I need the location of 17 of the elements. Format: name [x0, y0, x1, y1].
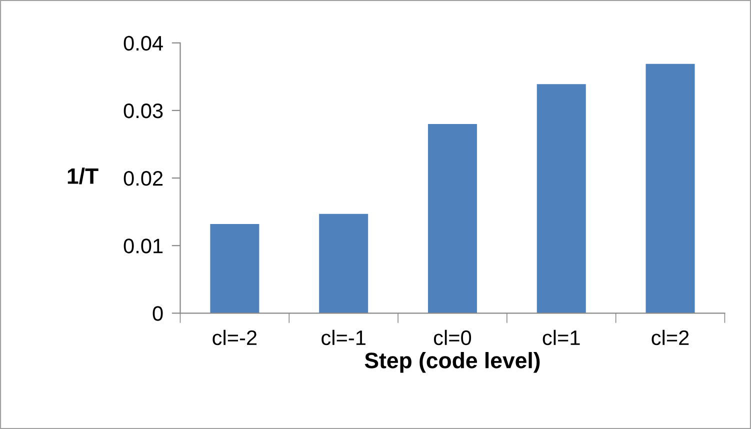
bar	[428, 124, 477, 314]
x-tick-label: cl=2	[652, 330, 689, 346]
y-tick-label: 0.02	[124, 171, 163, 186]
y-tick-label: 0.04	[124, 36, 163, 51]
x-axis-title: Step (code level)	[364, 352, 540, 373]
bar	[319, 214, 368, 314]
y-tick-label: 0.03	[124, 103, 163, 118]
x-tick-label: cl=-2	[212, 330, 257, 346]
x-tick-label: cl=0	[434, 330, 472, 346]
x-tick-label: cl=-1	[322, 330, 366, 346]
bar	[210, 224, 260, 314]
y-tick-label: 0	[152, 306, 163, 321]
y-axis-title: 1/T	[68, 168, 98, 184]
bar	[646, 64, 695, 314]
y-tick-label: 0.01	[124, 238, 163, 254]
x-tick-label: cl=1	[542, 330, 580, 346]
bar	[536, 84, 586, 314]
